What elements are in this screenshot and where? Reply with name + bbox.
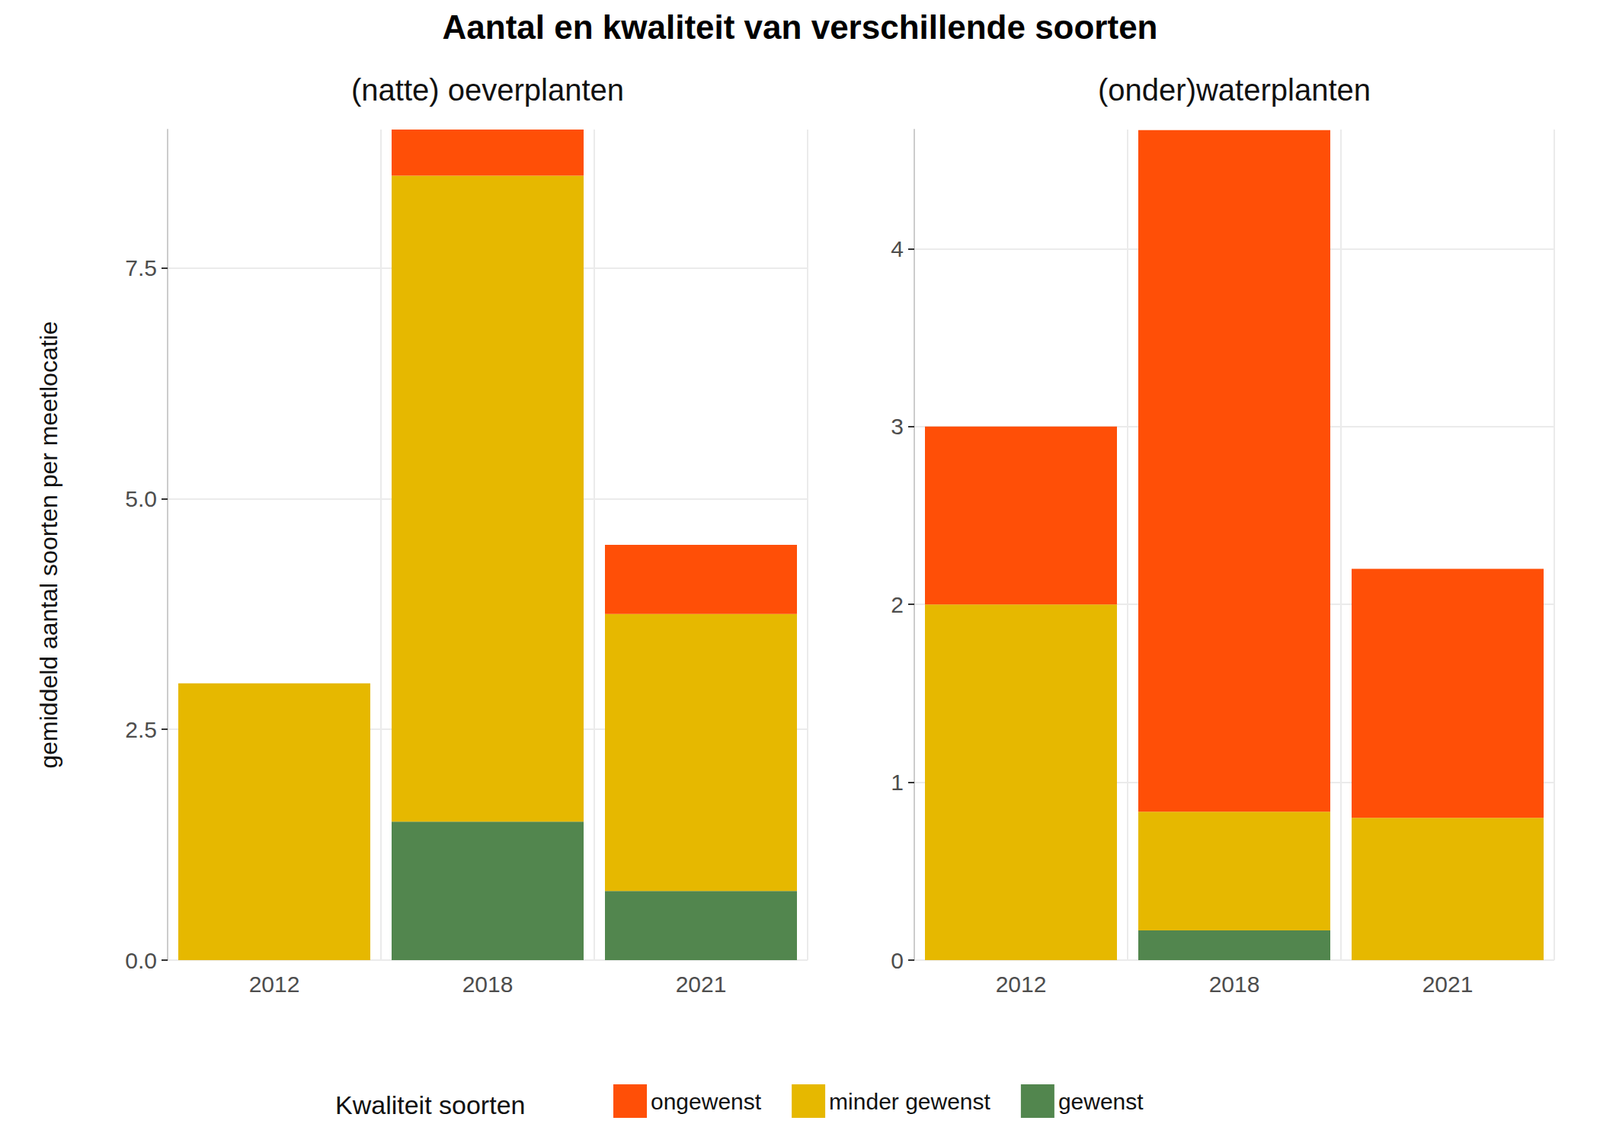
svg-text:(natte) oeverplanten: (natte) oeverplanten xyxy=(351,73,624,107)
svg-text:1: 1 xyxy=(890,769,904,795)
svg-text:3: 3 xyxy=(890,413,904,439)
svg-text:2: 2 xyxy=(890,592,904,618)
svg-text:2018: 2018 xyxy=(462,971,514,997)
svg-text:2018: 2018 xyxy=(1209,971,1261,997)
svg-text:2021: 2021 xyxy=(675,971,727,997)
svg-text:ongewenst: ongewenst xyxy=(650,1088,762,1114)
svg-text:4: 4 xyxy=(890,236,904,262)
svg-text:0: 0 xyxy=(890,947,904,973)
svg-text:5.0: 5.0 xyxy=(124,486,157,512)
svg-text:2.5: 2.5 xyxy=(124,716,157,743)
svg-text:2012: 2012 xyxy=(995,971,1047,997)
svg-text:2021: 2021 xyxy=(1422,971,1474,997)
svg-text:Kwaliteit soorten: Kwaliteit soorten xyxy=(335,1090,525,1120)
svg-text:(onder)waterplanten: (onder)waterplanten xyxy=(1097,73,1371,107)
svg-text:7.5: 7.5 xyxy=(124,255,157,281)
svg-text:Aantal en kwaliteit van versch: Aantal en kwaliteit van verschillende so… xyxy=(442,8,1159,46)
svg-text:minder gewenst: minder gewenst xyxy=(828,1088,991,1114)
svg-text:0.0: 0.0 xyxy=(124,947,157,973)
svg-text:gewenst: gewenst xyxy=(1058,1088,1144,1114)
svg-text:gemiddeld aantal soorten per m: gemiddeld aantal soorten per meetlocatie xyxy=(35,320,63,768)
svg-text:2012: 2012 xyxy=(249,971,301,997)
